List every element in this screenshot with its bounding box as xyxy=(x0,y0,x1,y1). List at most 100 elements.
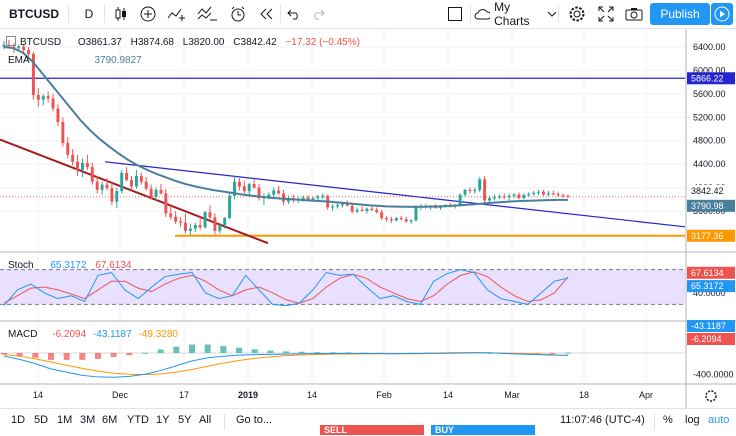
candle-body xyxy=(149,188,153,197)
plus-circle-icon xyxy=(140,6,156,22)
goto-button[interactable]: Go to... xyxy=(236,414,273,426)
candle-body xyxy=(488,198,492,201)
time-tick-label: 14 xyxy=(33,390,43,400)
clock: 11:07:46 (UTC-4) xyxy=(560,414,645,426)
candle-body xyxy=(370,208,374,210)
buy-button[interactable]: BUY xyxy=(431,425,535,435)
close-price-tag-bg xyxy=(687,184,735,197)
alert-button[interactable] xyxy=(227,0,249,28)
range-1d[interactable]: 1D xyxy=(11,414,26,426)
candle-body xyxy=(272,190,276,195)
auto-toggle[interactable]: auto xyxy=(708,414,730,426)
time-tick-label: Apr xyxy=(639,390,653,400)
downtrend-line xyxy=(0,138,269,245)
compare-button[interactable] xyxy=(137,0,159,28)
candle-body xyxy=(90,167,94,182)
candle-body xyxy=(80,162,84,170)
candle-body xyxy=(311,198,315,200)
symbol-search[interactable]: BTCUSD xyxy=(4,0,64,28)
candle-body xyxy=(360,209,364,211)
stoch-k-tag-bg xyxy=(687,280,735,293)
fullscreen-button[interactable] xyxy=(595,0,617,28)
macd-histogram-bar xyxy=(110,353,117,357)
price-tick-label: 4400.00 xyxy=(693,159,726,169)
macd-histogram-bar xyxy=(204,344,211,353)
range-5d[interactable]: 5D xyxy=(34,414,49,426)
candle-body xyxy=(542,191,545,195)
macd-histogram-bar xyxy=(314,352,321,354)
range-5y[interactable]: 5Y xyxy=(178,414,192,426)
settings-button[interactable] xyxy=(566,0,588,28)
publish-button[interactable]: Publish xyxy=(650,3,710,25)
candle-body xyxy=(277,190,281,194)
candle-body xyxy=(169,213,173,217)
price-tick-label: 5200.00 xyxy=(693,112,726,122)
undo-button[interactable] xyxy=(284,0,304,28)
candle-body xyxy=(198,225,202,228)
range-all[interactable]: All xyxy=(199,414,212,426)
price-tick-label: 6000.00 xyxy=(693,65,726,75)
candle-body xyxy=(41,96,45,100)
candle-body xyxy=(31,54,35,96)
macd-histogram-bar xyxy=(330,352,336,354)
candle-body xyxy=(414,207,418,221)
candles-style-button[interactable] xyxy=(110,0,132,28)
indicators-button[interactable] xyxy=(165,0,189,28)
macd-label: MACD xyxy=(8,329,38,340)
gear-icon xyxy=(569,6,585,22)
range-3m[interactable]: 3M xyxy=(80,414,96,426)
buy-label: BUY xyxy=(435,425,455,435)
macd-tick-label: -400.0000 xyxy=(693,369,734,379)
candle-body xyxy=(2,44,6,47)
divider xyxy=(280,5,281,23)
range-6m[interactable]: 6M xyxy=(102,414,118,426)
my-charts-button[interactable]: My Charts xyxy=(474,0,556,28)
interval-button[interactable]: D xyxy=(78,0,100,28)
snapshot-button[interactable] xyxy=(623,0,645,28)
candle-body xyxy=(213,217,217,231)
sell-label: SELL xyxy=(324,425,348,435)
candle-body xyxy=(66,143,70,155)
candle-body xyxy=(164,193,168,214)
candle-body xyxy=(193,225,197,229)
candle-body xyxy=(458,194,462,206)
candle-body xyxy=(507,195,511,197)
candle-body xyxy=(365,208,369,211)
candle-body xyxy=(139,175,143,182)
chart-area[interactable]: 6400.00 6000.00 5600.00 5200.00 4800.00 4400.… xyxy=(0,29,736,409)
time-tick-label: Feb xyxy=(376,390,392,400)
ema-price-tag: 3790.98 xyxy=(691,201,724,211)
candle-body xyxy=(95,181,99,190)
candle-body xyxy=(561,195,565,197)
candle-body xyxy=(551,193,555,195)
divider xyxy=(470,5,471,23)
candle-body xyxy=(512,194,516,196)
templates-button[interactable] xyxy=(196,0,220,28)
range-1y[interactable]: 1Y xyxy=(156,414,170,426)
divider xyxy=(654,414,655,430)
legend-low: L3820.00 xyxy=(182,37,225,48)
macd-histogram-bar xyxy=(16,353,23,357)
layout-button[interactable] xyxy=(444,0,466,28)
candle-body xyxy=(478,179,482,190)
resistance-price-tag: 5866.22 xyxy=(691,73,724,83)
candle-body xyxy=(336,205,339,207)
candle-body xyxy=(483,179,487,201)
range-1m[interactable]: 1M xyxy=(57,414,73,426)
publish-menu-button[interactable] xyxy=(711,3,733,25)
descending-trendline xyxy=(104,161,686,228)
stoch-k-line xyxy=(3,269,569,307)
range-ytd[interactable]: YTD xyxy=(127,414,149,426)
redo-button[interactable] xyxy=(308,0,328,28)
candle-body xyxy=(340,203,344,206)
legend-close: C3842.42 xyxy=(233,37,277,48)
percent-toggle[interactable]: % xyxy=(663,414,673,426)
candle-body xyxy=(17,46,21,49)
symbol-collapse-icon[interactable] xyxy=(6,36,16,46)
candle-body xyxy=(556,194,560,196)
candle-body xyxy=(306,197,310,200)
sell-button[interactable]: SELL xyxy=(320,425,424,435)
templates-icon xyxy=(197,6,217,21)
replay-button[interactable] xyxy=(255,0,277,28)
log-toggle[interactable]: log xyxy=(685,414,700,426)
